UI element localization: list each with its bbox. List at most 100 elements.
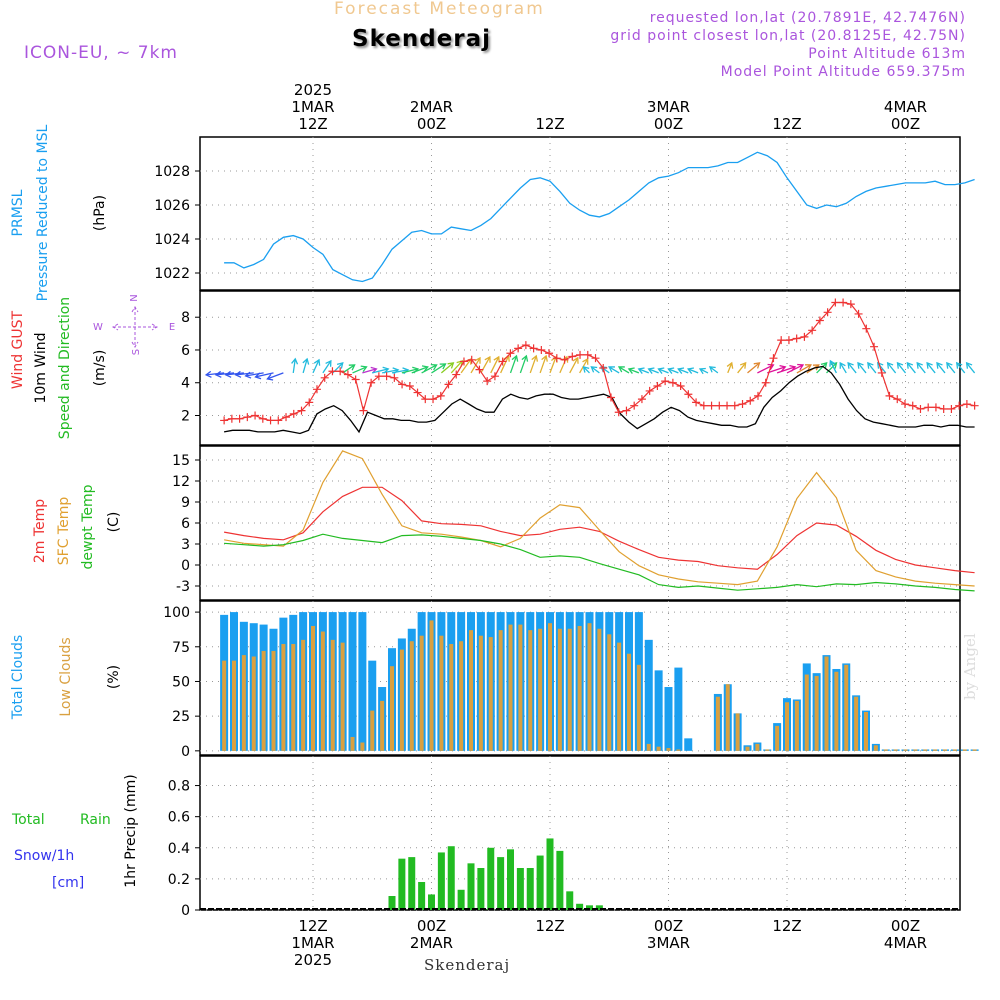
low-cloud-bar [824, 656, 829, 751]
gust-marker [220, 416, 229, 425]
wind-arrow-head [805, 364, 812, 371]
gust-marker [955, 401, 964, 410]
point-altitude: Point Altitude 613m [808, 46, 966, 62]
low-cloud-bar [251, 656, 256, 751]
gust-marker [568, 352, 577, 361]
low-cloud-bar [469, 630, 473, 751]
wind-arrow-head [647, 367, 655, 374]
low-clouds-ylabel: Low Clouds [58, 637, 74, 716]
gust-marker [436, 391, 445, 400]
low-cloud-bar [261, 650, 266, 751]
low-cloud-bar [873, 745, 878, 751]
wind-arrow [583, 366, 590, 374]
precip-bar [576, 903, 584, 910]
gust-marker [947, 404, 956, 413]
gust-marker [576, 350, 585, 359]
low-cloud-bar [390, 666, 394, 751]
low-cloud-bar [330, 639, 335, 751]
y-tick-label: 1022 [154, 266, 190, 282]
wind-arrow [936, 362, 946, 374]
y-tick-label: 100 [163, 605, 190, 621]
gust-marker [359, 406, 368, 415]
wind-arrow [500, 355, 510, 374]
gust-marker [792, 334, 801, 343]
wind-arrow [839, 362, 847, 374]
gust-marker [962, 400, 971, 409]
wind-arrow-head [291, 357, 299, 365]
gust-marker [390, 373, 399, 382]
y-tick-label: 0 [181, 558, 190, 574]
low-cloud-bar [913, 749, 918, 751]
forecast-title: Forecast Meteogram [334, 0, 545, 19]
gust-marker [374, 372, 383, 381]
gust-marker [854, 309, 863, 318]
wind-arrow [896, 362, 907, 374]
precip-bar [536, 855, 544, 910]
total-cloud-bar [644, 639, 653, 751]
wind-arrow-head [325, 359, 332, 367]
gust-ylabel: Wind GUST [10, 310, 26, 389]
wind-arrow [450, 360, 463, 374]
gust-marker [870, 342, 879, 351]
gust-marker [931, 403, 940, 412]
gust-marker [839, 298, 848, 307]
wind-arrow-head [726, 361, 734, 369]
wind-arrow [401, 368, 419, 374]
precip-rain-legend: Rain [80, 812, 111, 828]
y-tick-label: 3 [181, 537, 190, 553]
wind-arrow [668, 368, 679, 374]
gust-marker [235, 414, 244, 423]
gust-marker [738, 400, 747, 409]
wind-arrow-head [698, 367, 706, 375]
low-cloud-bar [311, 625, 315, 751]
wind-arrow-head [779, 365, 787, 372]
low-cloud-bar [241, 655, 246, 751]
low-cloud-bar [666, 748, 671, 751]
precip-bar [487, 847, 495, 910]
dewpt-line [224, 533, 975, 592]
low-cloud-bar [281, 644, 286, 751]
wind-arrow-head [820, 362, 828, 369]
gust-marker [413, 388, 422, 397]
wind10m-line [223, 365, 975, 435]
wind-arrow [786, 364, 804, 374]
wind-arrow [382, 369, 399, 374]
low-cloud-bar [439, 635, 444, 751]
wind-arrow-head [906, 361, 914, 369]
gust-marker [606, 393, 615, 402]
precip-bar [507, 849, 514, 910]
low-cloud-bar [755, 743, 760, 751]
bottom-time-label: 00Z [417, 917, 446, 935]
gust-marker [537, 345, 546, 354]
y-tick-label: -3 [176, 579, 190, 595]
gust-marker [328, 367, 337, 376]
gust-marker [916, 404, 925, 413]
gust-marker [243, 413, 252, 422]
gust-marker [227, 414, 236, 423]
gust-marker [630, 401, 639, 410]
wind-arrow [342, 364, 355, 374]
wind-arrow-head [582, 366, 590, 373]
compass-arrows [112, 306, 158, 348]
footer-station: Skenderaj [424, 956, 511, 974]
gust-marker [289, 409, 298, 418]
bottom-time-label: 12Z [772, 917, 801, 935]
sfc-temp-line [223, 450, 975, 587]
y-tick-label: 0.8 [168, 779, 190, 795]
wind-arrow [956, 362, 966, 374]
gust-marker [421, 395, 430, 404]
precip-bar [398, 858, 406, 910]
bottom-time-label: 2MAR [410, 934, 453, 952]
wind-arrow-head [916, 361, 923, 369]
wind-arrow [638, 368, 649, 374]
gust-marker [653, 382, 662, 391]
low-cloud-bar [617, 642, 622, 751]
low-cloud-bar [943, 749, 947, 751]
gust-marker [444, 380, 453, 389]
gust-marker [908, 401, 917, 410]
y-tick-label: 0 [181, 903, 190, 919]
wind-arrow [490, 356, 500, 374]
wind-arrow [267, 372, 284, 380]
gust-marker [815, 316, 824, 325]
low-cloud-bar [676, 749, 681, 751]
